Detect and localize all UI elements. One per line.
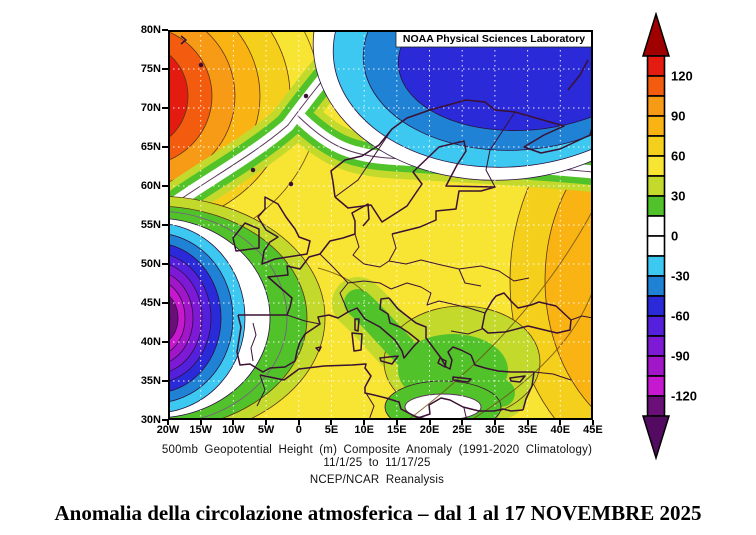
colorbar-segment <box>648 76 665 96</box>
lon-tick-mark <box>200 420 202 425</box>
colorbar-segment <box>648 356 665 376</box>
anomaly-map-svg: NOAA Physical Sciences Laboratory <box>168 30 593 420</box>
lon-tick-mark <box>559 420 561 425</box>
lat-tick-label: 75N <box>121 63 161 75</box>
caption-line1: 500mb Geopotential Height (m) Composite … <box>140 444 614 456</box>
colorbar-segment <box>648 176 665 196</box>
lat-tick-label: 50N <box>121 258 161 270</box>
lon-tick-mark <box>330 420 332 425</box>
colorbar-tick-label: 120 <box>671 69 693 84</box>
colorbar-segment <box>648 236 665 256</box>
colorbar-tick-label: -60 <box>671 309 690 324</box>
colorbar-segment <box>648 276 665 296</box>
lat-tick-mark <box>162 224 168 226</box>
lon-tick-mark <box>527 420 529 425</box>
caption-line2: 11/1/25 to 11/17/25 <box>140 457 614 469</box>
lat-tick-mark <box>162 107 168 109</box>
lat-tick-mark <box>162 146 168 148</box>
colorbar-tick-label: 0 <box>671 229 678 244</box>
lon-tick-mark <box>429 420 431 425</box>
lon-tick-label: 5W <box>248 424 284 436</box>
lat-tick-label: 65N <box>121 141 161 153</box>
colorbar-tick-label: -30 <box>671 269 690 284</box>
lon-tick-label: 45E <box>575 424 611 436</box>
lon-tick-mark <box>363 420 365 425</box>
colorbar-segment <box>648 396 665 416</box>
colorbar-tick-label: 60 <box>671 149 685 164</box>
lat-tick-label: 70N <box>121 102 161 114</box>
colorbar: 120 90 60 30 0 -30 -60 -90 -120 <box>630 12 740 477</box>
lon-tick-label: 30E <box>477 424 513 436</box>
lon-tick-label: 15E <box>379 424 415 436</box>
colorbar-segment <box>648 156 665 176</box>
page-title: Anomalia della circolazione atmosferica … <box>0 501 756 526</box>
lon-tick-mark <box>232 420 234 425</box>
colorbar-tick-label: -90 <box>671 349 690 364</box>
colorbar-segment <box>648 216 665 236</box>
colorbar-tick-label: -120 <box>671 389 697 404</box>
lon-tick-label: 20W <box>150 424 186 436</box>
colorbar-tick-label: 30 <box>671 189 685 204</box>
lon-tick-label: 15W <box>183 424 219 436</box>
lat-tick-mark <box>162 380 168 382</box>
lat-tick-mark <box>162 341 168 343</box>
lat-tick-mark <box>162 263 168 265</box>
lon-tick-mark <box>494 420 496 425</box>
lon-tick-mark <box>167 420 169 425</box>
lon-tick-label: 25E <box>444 424 480 436</box>
colorbar-segment <box>648 376 665 396</box>
lat-tick-label: 40N <box>121 336 161 348</box>
screenshot-root: NOAA Physical Sciences Laboratory 80N 75N… <box>0 0 756 535</box>
lon-tick-mark <box>461 420 463 425</box>
colorbar-segment <box>648 336 665 356</box>
lat-tick-mark <box>162 68 168 70</box>
colorbar-segment <box>648 296 665 316</box>
lat-tick-label: 60N <box>121 180 161 192</box>
lat-tick-mark <box>162 302 168 304</box>
colorbar-segment <box>648 116 665 136</box>
colorbar-tick-label: 90 <box>671 109 685 124</box>
attribution-label: NOAA Physical Sciences Laboratory <box>403 33 585 45</box>
caption-line3: NCEP/NCAR Reanalysis <box>140 474 614 486</box>
lon-tick-mark <box>592 420 594 425</box>
lon-tick-label: 20E <box>412 424 448 436</box>
colorbar-arrow-down <box>643 416 669 458</box>
lat-tick-mark <box>162 185 168 187</box>
colorbar-segment <box>648 56 665 76</box>
colorbar-segment <box>648 256 665 276</box>
lon-tick-mark <box>298 420 300 425</box>
lon-tick-label: 10E <box>346 424 382 436</box>
lat-tick-label: 80N <box>121 24 161 36</box>
lat-tick-mark <box>162 29 168 31</box>
lat-tick-label: 55N <box>121 219 161 231</box>
anomaly-map: NOAA Physical Sciences Laboratory <box>168 30 593 420</box>
colorbar-segment <box>648 136 665 156</box>
lon-tick-label: 0 <box>281 424 317 436</box>
lon-tick-label: 10W <box>215 424 251 436</box>
colorbar-segment <box>648 96 665 116</box>
lat-tick-label: 45N <box>121 297 161 309</box>
colorbar-arrow-up <box>643 14 669 56</box>
colorbar-segment <box>648 196 665 216</box>
colorbar-segment <box>648 316 665 336</box>
lon-tick-mark <box>265 420 267 425</box>
lon-tick-label: 40E <box>542 424 578 436</box>
lon-tick-mark <box>396 420 398 425</box>
lon-tick-label: 35E <box>510 424 546 436</box>
lat-tick-label: 35N <box>121 375 161 387</box>
lon-tick-label: 5E <box>313 424 349 436</box>
